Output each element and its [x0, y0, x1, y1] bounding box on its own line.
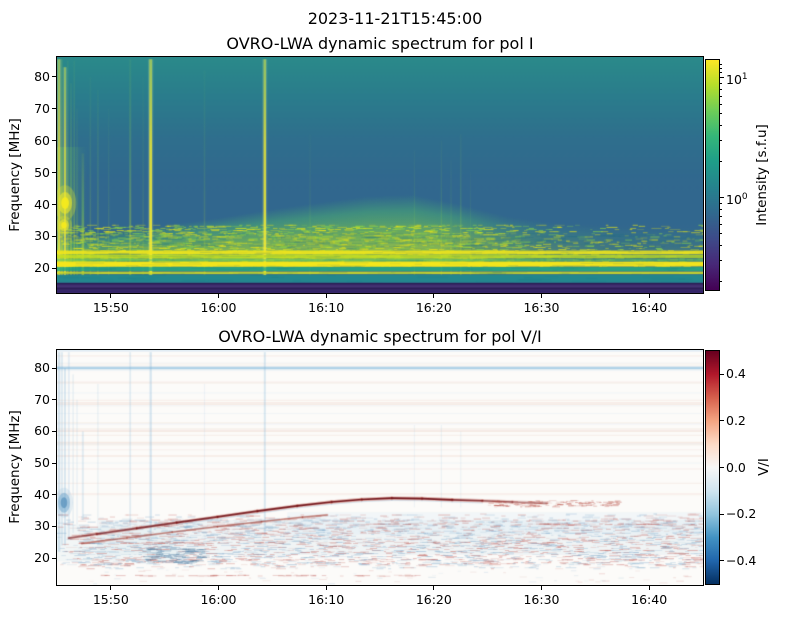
- vi-colorbar: [705, 350, 720, 585]
- colorbar-minor-tick-mark: [720, 281, 722, 283]
- colorbar-tick-label: 0.0: [726, 459, 746, 475]
- colorbar-tick-label: 0.2: [726, 412, 746, 428]
- y-tick-mark: [52, 172, 56, 174]
- x-tick-label: 16:20: [415, 592, 452, 607]
- y-tick-label: 60: [34, 423, 50, 439]
- colorbar-tick-mark: [720, 197, 724, 199]
- y-tick-label: 40: [34, 486, 50, 502]
- colorbar-tick-label: 0.4: [726, 366, 746, 382]
- pol-i-heatmap: [57, 57, 703, 293]
- colorbar-minor-tick-mark: [720, 82, 722, 84]
- intensity-colorbar: [705, 59, 720, 291]
- y-tick-label: 20: [34, 260, 50, 276]
- y-tick-mark: [52, 399, 56, 401]
- colorbar-minor-tick-mark: [720, 202, 722, 204]
- colorbar-tick-mark: [720, 420, 724, 422]
- y-tick-label: 30: [34, 518, 50, 534]
- colorbar-minor-tick-mark: [720, 63, 722, 65]
- x-tick-label: 16:20: [415, 300, 452, 315]
- colorbar-minor-tick-mark: [720, 103, 722, 105]
- x-tick-label: 16:30: [523, 592, 560, 607]
- x-tick-label: 16:00: [200, 592, 237, 607]
- x-tick-mark: [110, 294, 112, 298]
- colorbar-minor-tick-mark: [720, 67, 722, 69]
- x-tick-label: 16:40: [631, 300, 668, 315]
- intensity-colorbar-label: Intensity [s.f.u]: [754, 124, 770, 226]
- y-tick-mark: [52, 204, 56, 206]
- colorbar-tick-label: 100: [726, 191, 748, 207]
- colorbar-tick-mark: [720, 513, 724, 515]
- x-tick-mark: [110, 586, 112, 590]
- y-tick-label: 70: [34, 100, 50, 116]
- y-tick-mark: [52, 494, 56, 496]
- x-tick-label: 15:50: [92, 592, 129, 607]
- x-tick-label: 15:50: [92, 300, 129, 315]
- y-tick-mark: [52, 76, 56, 78]
- pol-i-title: OVRO-LWA dynamic spectrum for pol I: [226, 34, 534, 53]
- colorbar-tick-label: −0.2: [726, 506, 757, 522]
- x-tick-mark: [648, 586, 650, 590]
- colorbar-minor-tick-mark: [720, 161, 722, 163]
- y-tick-mark: [52, 367, 56, 369]
- x-tick-mark: [541, 294, 542, 298]
- colorbar-tick-label: −0.4: [726, 552, 757, 568]
- colorbar-minor-tick-mark: [720, 140, 722, 142]
- y-tick-label: 70: [34, 391, 50, 407]
- colorbar-tick-mark: [720, 467, 724, 468]
- y-tick-label: 60: [34, 132, 50, 148]
- y-tick-label: 80: [34, 360, 50, 376]
- y-tick-mark: [52, 557, 56, 559]
- colorbar-minor-tick-mark: [720, 125, 722, 127]
- x-tick-mark: [325, 294, 327, 298]
- colorbar-tick-mark: [720, 373, 724, 375]
- y-tick-label: 30: [34, 228, 50, 244]
- colorbar-tick-mark: [720, 77, 724, 79]
- x-tick-mark: [648, 294, 650, 298]
- colorbar-minor-tick-mark: [720, 72, 722, 74]
- colorbar-minor-tick-mark: [720, 244, 722, 246]
- x-tick-label: 16:10: [308, 300, 345, 315]
- x-tick-label: 16:40: [631, 592, 668, 607]
- colorbar-minor-tick-mark: [720, 215, 722, 217]
- x-tick-mark: [218, 294, 219, 298]
- y-tick-mark: [52, 430, 56, 432]
- y-tick-label: 20: [34, 550, 50, 566]
- colorbar-minor-tick-mark: [720, 223, 722, 225]
- y-tick-mark: [52, 462, 56, 464]
- pol-vi-heatmap: [57, 350, 703, 585]
- x-tick-mark: [433, 586, 435, 590]
- colorbar-minor-tick-mark: [720, 89, 722, 90]
- y-tick-label: 50: [34, 455, 50, 471]
- colorbar-minor-tick-mark: [720, 259, 722, 261]
- pol-i-plot-area: [56, 56, 704, 294]
- x-tick-mark: [541, 586, 542, 590]
- y-tick-mark: [52, 267, 56, 269]
- vi-colorbar-gradient: [706, 351, 719, 584]
- pol-vi-title: OVRO-LWA dynamic spectrum for pol V/I: [218, 327, 542, 346]
- colorbar-minor-tick-mark: [720, 95, 722, 97]
- y-tick-label: 50: [34, 164, 50, 180]
- pol-vi-plot-area: [56, 349, 704, 586]
- intensity-colorbar-gradient: [706, 60, 719, 290]
- x-tick-label: 16:10: [308, 592, 345, 607]
- colorbar-minor-tick-mark: [720, 233, 722, 235]
- colorbar-minor-tick-mark: [720, 208, 722, 210]
- x-tick-mark: [433, 294, 435, 298]
- colorbar-tick-mark: [720, 560, 724, 562]
- figure-suptitle: 2023-11-21T15:45:00: [307, 9, 483, 28]
- y-tick-label: 40: [34, 196, 50, 212]
- y-tick-mark: [52, 108, 56, 110]
- colorbar-tick-label: 101: [726, 71, 748, 88]
- y-tick-label: 80: [34, 68, 50, 84]
- y-tick-mark: [52, 140, 56, 142]
- y-tick-mark: [52, 525, 56, 527]
- x-tick-label: 16:30: [523, 300, 560, 315]
- x-tick-mark: [325, 586, 327, 590]
- colorbar-minor-tick-mark: [720, 113, 722, 115]
- y-tick-mark: [52, 235, 56, 237]
- x-tick-mark: [218, 586, 219, 590]
- x-tick-label: 16:00: [200, 300, 237, 315]
